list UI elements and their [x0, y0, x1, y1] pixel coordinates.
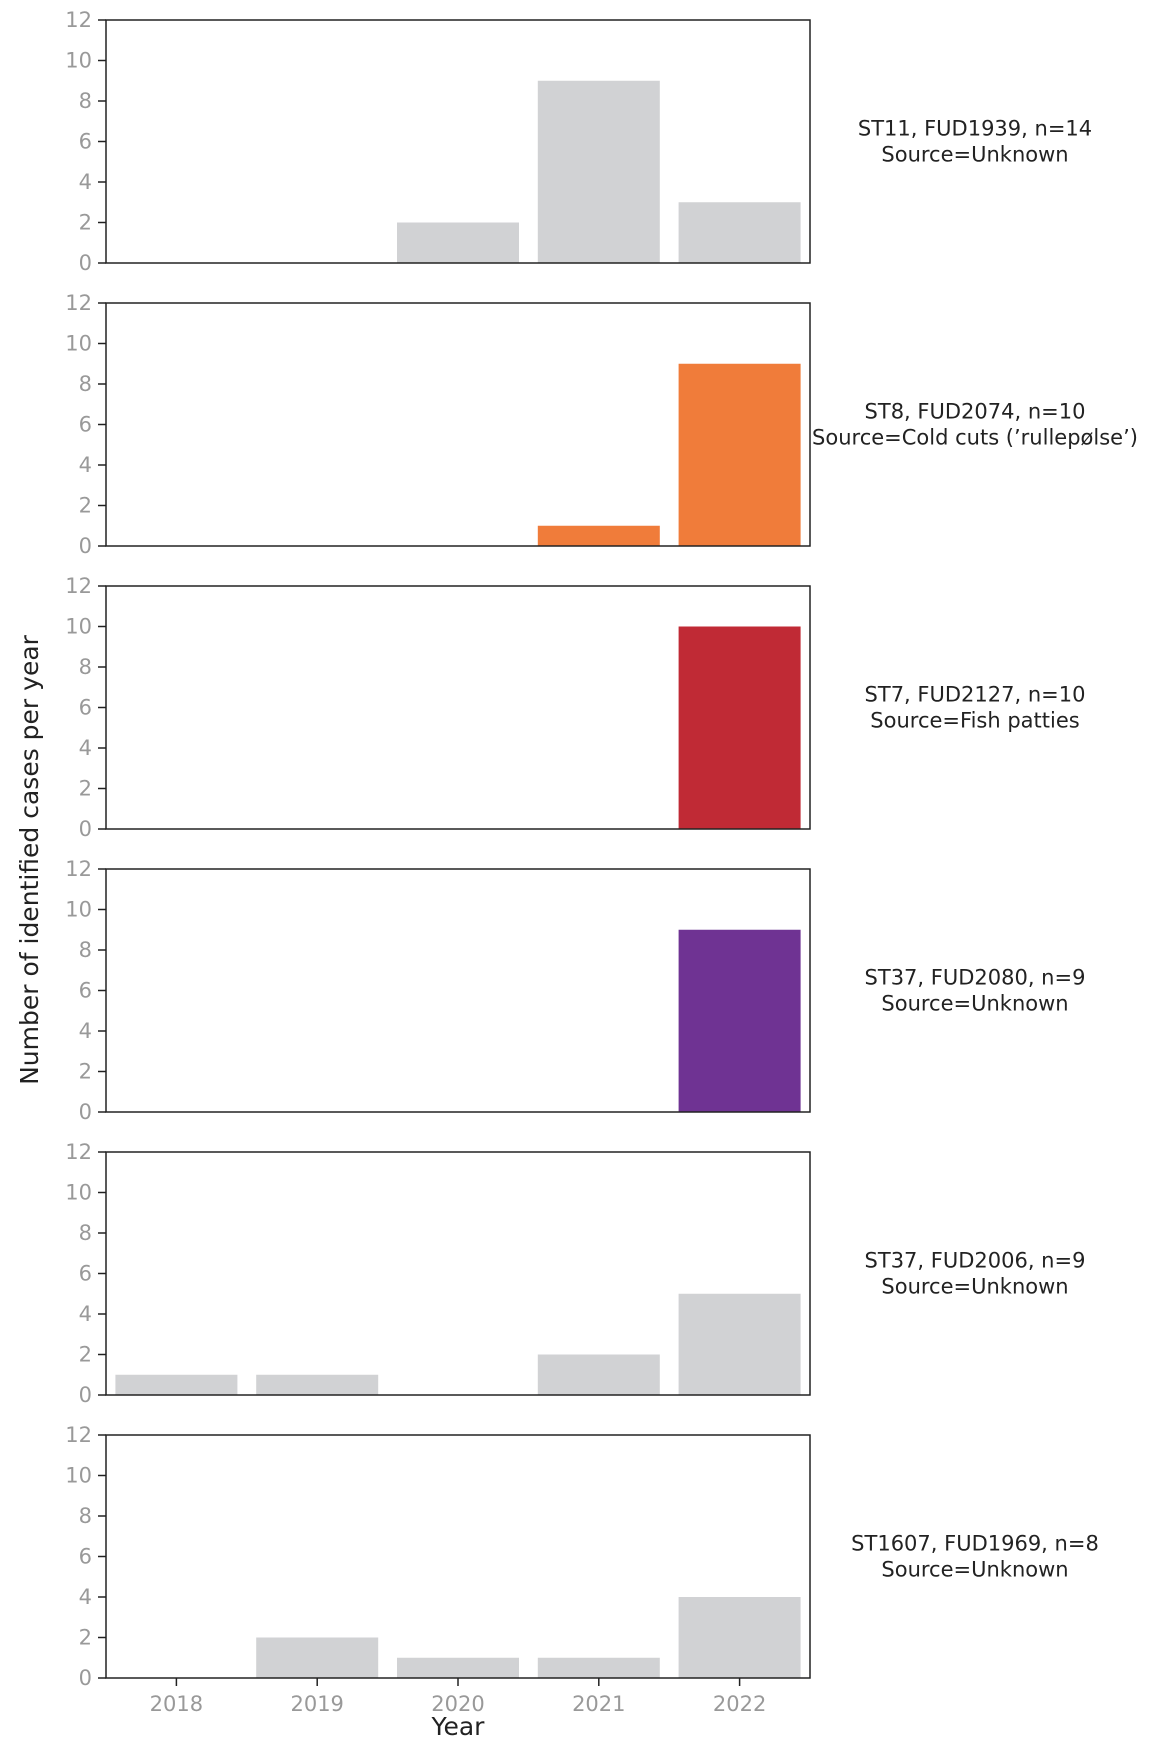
x-axis-title: Year	[431, 1712, 486, 1741]
y-tick-label: 6	[79, 1545, 92, 1569]
y-tick-label: 8	[79, 1221, 92, 1245]
y-tick-label: 2	[79, 1343, 92, 1367]
y-tick-label: 4	[79, 170, 92, 194]
panel-4: 0 2 4 6 8 10 12 ST37, FUD2080, n=9Source=Unknow…	[65, 857, 1085, 1124]
bar	[678, 929, 801, 1112]
bar	[256, 1637, 379, 1678]
y-tick-label: 2	[79, 211, 92, 235]
bar	[115, 1374, 238, 1395]
y-tick-label: 8	[79, 1504, 92, 1528]
y-tick-label: 8	[79, 89, 92, 113]
y-tick-label: 10	[65, 615, 92, 639]
y-tick-label: 4	[79, 736, 92, 760]
bar	[678, 1293, 801, 1395]
y-tick-label: 6	[79, 413, 92, 437]
y-tick-label: 12	[65, 574, 92, 598]
y-tick-label: 0	[79, 817, 92, 841]
bar	[256, 1374, 379, 1395]
y-tick-label: 0	[79, 534, 92, 558]
panel-label-line1: ST11, FUD1939, n=14	[858, 117, 1092, 141]
bar	[537, 80, 660, 263]
y-tick-label: 4	[79, 1019, 92, 1043]
x-tick-label: 2018	[150, 1692, 203, 1716]
y-tick-label: 10	[65, 1181, 92, 1205]
panel-label-line1: ST37, FUD2006, n=9	[865, 1249, 1086, 1273]
y-tick-label: 8	[79, 655, 92, 679]
bar	[397, 222, 519, 263]
bar	[678, 363, 801, 546]
panel-label-line2: Source=Fish patties	[870, 709, 1079, 733]
y-tick-label: 2	[79, 777, 92, 801]
y-tick-label: 0	[79, 1666, 92, 1690]
panel-label-line2: Source=Cold cuts (’rullepølse’)	[812, 426, 1138, 450]
y-tick-label: 2	[79, 494, 92, 518]
bar	[537, 525, 660, 546]
y-tick-label: 10	[65, 49, 92, 73]
panel-label-line1: ST37, FUD2080, n=9	[865, 966, 1086, 990]
x-tick-label: 2021	[572, 1692, 625, 1716]
panel-label-line2: Source=Unknown	[881, 992, 1068, 1016]
bar	[537, 1354, 660, 1395]
panel-label-line2: Source=Unknown	[881, 1558, 1068, 1582]
y-tick-label: 12	[65, 291, 92, 315]
panel-5: 0 2 4 6 8 10 12 ST37, FUD2006, n=9Source=Unknow…	[65, 1140, 1085, 1407]
panel-1: 0 2 4 6 8 10 12 ST11, FUD1939, n=14Source=Unkno…	[65, 8, 1092, 275]
y-tick-label: 6	[79, 1262, 92, 1286]
x-tick-label: 2020	[431, 1692, 484, 1716]
y-tick-label: 12	[65, 1423, 92, 1447]
y-tick-label: 4	[79, 1302, 92, 1326]
y-tick-label: 0	[79, 1383, 92, 1407]
panel-label-line1: ST8, FUD2074, n=10	[865, 400, 1086, 424]
y-tick-label: 4	[79, 1585, 92, 1609]
y-tick-label: 6	[79, 979, 92, 1003]
y-tick-label: 12	[65, 1140, 92, 1164]
panel-6: 0 2 4 6 8 10 12 ST1607, FUD1969, n=8Source=Unkn…	[65, 1423, 1099, 1716]
y-tick-label: 0	[79, 251, 92, 275]
bar	[397, 1657, 519, 1678]
bar	[537, 1657, 660, 1678]
panel-label-line1: ST7, FUD2127, n=10	[865, 683, 1086, 707]
y-tick-label: 2	[79, 1626, 92, 1650]
y-tick-label: 10	[65, 332, 92, 356]
x-tick-label: 2019	[290, 1692, 343, 1716]
y-tick-label: 6	[79, 696, 92, 720]
y-tick-label: 6	[79, 130, 92, 154]
y-tick-label: 10	[65, 1464, 92, 1488]
y-tick-label: 8	[79, 938, 92, 962]
y-tick-label: 8	[79, 372, 92, 396]
y-tick-label: 0	[79, 1100, 92, 1124]
y-tick-label: 2	[79, 1060, 92, 1084]
y-tick-label: 10	[65, 898, 92, 922]
bar	[678, 202, 801, 263]
y-tick-label: 12	[65, 8, 92, 32]
y-tick-label: 12	[65, 857, 92, 881]
bar	[678, 626, 801, 829]
bar	[678, 1597, 801, 1678]
x-tick-label: 2022	[713, 1692, 766, 1716]
y-tick-label: 4	[79, 453, 92, 477]
panel-label-line2: Source=Unknown	[881, 1275, 1068, 1299]
panel-label-line1: ST1607, FUD1969, n=8	[851, 1532, 1099, 1556]
y-axis-title: Number of identified cases per year	[15, 634, 44, 1085]
panel-label-line2: Source=Unknown	[881, 143, 1068, 167]
